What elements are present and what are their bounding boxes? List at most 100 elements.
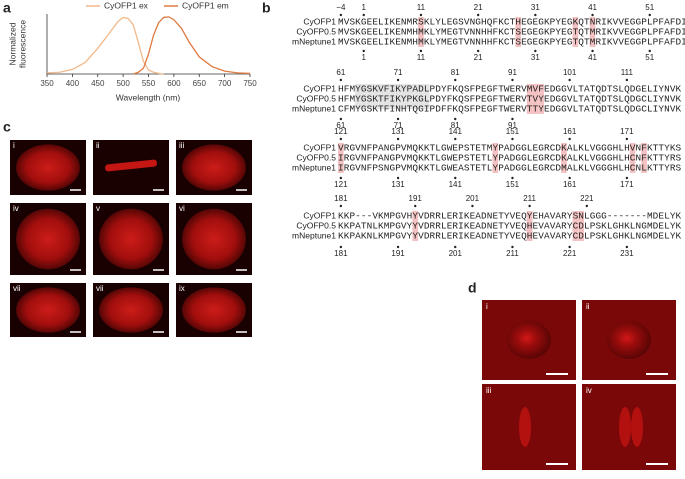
- residue-number: 51: [645, 53, 654, 62]
- residue-number: 151: [506, 180, 520, 189]
- residue-dot: [625, 78, 629, 82]
- residue-dot: [476, 49, 480, 53]
- residue-number: 131: [391, 180, 405, 189]
- residue-number: 41: [588, 53, 597, 62]
- residue-dot: [339, 176, 343, 180]
- chromosome-signal: [519, 407, 531, 447]
- residue-dot: [625, 245, 629, 249]
- difference-highlight: [561, 143, 567, 173]
- sequence: IRGVNFPSNGPVMQKKTLGWEASTETLYPADGGLEGRCDM…: [338, 162, 682, 173]
- legend-label: CyOFP1 em: [182, 0, 229, 10]
- residue-number: 211: [506, 249, 519, 258]
- residue-number: 141: [449, 127, 463, 136]
- residue-number: 221: [563, 249, 577, 258]
- residue-dot: [528, 204, 531, 208]
- residue-dot: [396, 78, 400, 82]
- image-label: i: [486, 302, 488, 311]
- residue-number: 121: [334, 127, 348, 136]
- legend-label: CyOFP1 ex: [104, 0, 149, 10]
- residue-dot: [339, 137, 343, 141]
- difference-highlight: [515, 17, 522, 47]
- difference-highlight: [578, 211, 584, 241]
- residue-number: 181: [334, 194, 348, 203]
- sequence: VRGVNFPANGPVMQKKTLGWEPSTETMYPADGGLEGRCDK…: [338, 142, 682, 153]
- residue-dot: [534, 49, 537, 53]
- residue-dot: [362, 13, 365, 17]
- panel-label: b: [262, 0, 271, 16]
- sequence: KKPAKNLKMPGVYYVDRRLERIKEADNETYVEQHEVAVAR…: [338, 230, 682, 241]
- residue-dot: [339, 117, 343, 121]
- residue-dot: [511, 117, 514, 121]
- residue-number: 121: [334, 180, 348, 189]
- residue-number: 201: [449, 249, 463, 258]
- cell-signal: [16, 287, 80, 333]
- x-tick-label: 650: [193, 79, 207, 88]
- residue-dot: [511, 78, 514, 82]
- residue-number: 131: [391, 127, 405, 136]
- image-label: vi: [179, 204, 185, 213]
- nucleus-signal: [507, 321, 551, 359]
- residue-number: 181: [334, 249, 348, 258]
- sequence-name: mNeptune1: [292, 36, 336, 46]
- spectrum-line: [133, 16, 251, 75]
- image-label: ii: [96, 141, 100, 150]
- residue-dot: [454, 78, 457, 82]
- residue-number: 41: [588, 3, 597, 12]
- residue-number: 201: [466, 194, 480, 203]
- y-axis-label: Normalized: [7, 22, 17, 65]
- y-axis-label: fluorescence: [17, 20, 27, 68]
- image-label: vii: [96, 284, 104, 293]
- cell-signal: [16, 144, 80, 191]
- difference-highlight: [589, 17, 596, 47]
- residue-dot: [511, 176, 514, 180]
- difference-highlight: [572, 211, 579, 241]
- cell-signal: [182, 144, 246, 191]
- residue-number: 221: [580, 194, 594, 203]
- residue-dot: [454, 245, 457, 249]
- difference-highlight: [641, 143, 647, 173]
- x-tick-label: 500: [116, 79, 130, 88]
- residue-number: 31: [531, 3, 540, 12]
- residue-dot: [648, 49, 651, 53]
- image-label: iii: [486, 386, 492, 395]
- residue-dot: [476, 13, 480, 17]
- residue-number: 81: [451, 121, 460, 130]
- cell-signal: [105, 159, 157, 172]
- residue-dot: [339, 78, 343, 82]
- residue-dot: [568, 78, 571, 82]
- cell-signal: [99, 208, 163, 270]
- residue-dot: [511, 137, 514, 141]
- cell-signal: [99, 287, 163, 333]
- sequence-name: CyOFP1: [303, 142, 336, 152]
- sequence-name: mNeptune1: [292, 230, 336, 240]
- x-tick-label: 700: [218, 79, 232, 88]
- difference-highlight: [526, 84, 533, 114]
- difference-highlight: [492, 143, 499, 173]
- x-tick-label: 450: [91, 79, 105, 88]
- residue-number: 101: [563, 68, 577, 77]
- residue-dot: [339, 245, 343, 249]
- residue-number: 31: [531, 53, 540, 62]
- motif-shade: [355, 84, 430, 109]
- residue-number: 61: [336, 68, 345, 77]
- residue-number: 171: [620, 127, 634, 136]
- residue-number: 171: [620, 180, 634, 189]
- residue-number: 71: [394, 68, 403, 77]
- residue-number: 1: [362, 3, 367, 12]
- residue-dot: [568, 137, 571, 141]
- sequence-name: CyOFP0.5: [296, 220, 336, 230]
- residue-number: 231: [620, 249, 634, 258]
- sequence-name: mNeptune1: [292, 103, 336, 113]
- residue-dot: [648, 13, 651, 17]
- residue-dot: [419, 49, 423, 53]
- x-tick-label: 350: [40, 79, 54, 88]
- residue-number: 81: [451, 68, 460, 77]
- residue-dot: [362, 49, 365, 53]
- residue-dot: [591, 13, 594, 17]
- sequence: HFMYGSKTFIKYPKGLPDYFKQSFPEGFTWERVTVYEDGG…: [338, 93, 682, 104]
- residue-number: 71: [394, 121, 403, 130]
- sequence: MVSKGEELIKENMRSKLYLEGSVNGHQFKCTHEGEGKPYE…: [338, 16, 685, 27]
- residue-number: 161: [563, 127, 577, 136]
- sequence-name: CyOFP1: [303, 16, 336, 26]
